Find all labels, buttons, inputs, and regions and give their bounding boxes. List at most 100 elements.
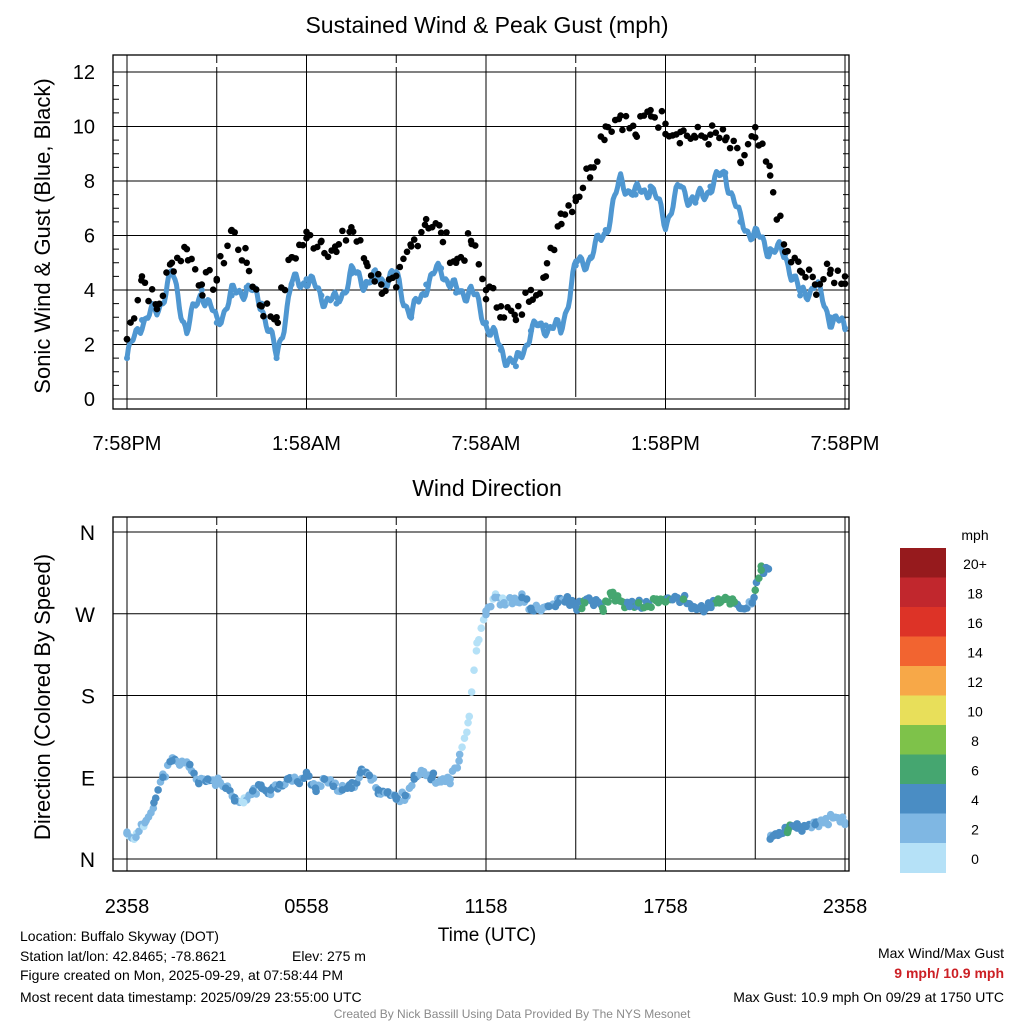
peak-gust-point bbox=[701, 134, 709, 141]
peak-gust-point bbox=[647, 106, 654, 114]
sustained-wind-point bbox=[423, 281, 430, 288]
direction-point bbox=[374, 786, 383, 794]
peak-gust-point bbox=[407, 243, 415, 250]
peak-gust-point bbox=[766, 162, 773, 170]
sustained-wind-point bbox=[602, 227, 609, 234]
peak-gust-point bbox=[608, 128, 615, 136]
peak-gust-point bbox=[586, 174, 594, 181]
direction-point bbox=[132, 833, 140, 841]
colorbar-title: mph bbox=[961, 527, 988, 543]
peak-gust-point bbox=[841, 280, 849, 288]
peak-gust-point bbox=[467, 237, 475, 245]
direction-point bbox=[356, 768, 365, 777]
direction-point bbox=[266, 786, 275, 794]
sustained-wind-point bbox=[483, 319, 489, 326]
bottom-chart-title: Wind Direction bbox=[412, 475, 562, 501]
top-ytick-label: 8 bbox=[84, 171, 95, 193]
peak-gust-point bbox=[281, 286, 289, 294]
direction-point bbox=[419, 769, 427, 778]
colorbar-label: 10 bbox=[967, 704, 983, 720]
bottom-ytick-label: N bbox=[80, 522, 95, 545]
direction-point bbox=[408, 781, 416, 790]
sustained-wind-point bbox=[183, 327, 190, 334]
peak-gust-point bbox=[263, 300, 271, 307]
peak-gust-point bbox=[602, 123, 609, 130]
top-ytick-label: 0 bbox=[84, 389, 95, 411]
direction-point bbox=[453, 764, 462, 772]
peak-gust-point bbox=[579, 184, 587, 192]
peak-gust-point bbox=[741, 151, 748, 159]
peak-gust-point bbox=[464, 229, 472, 237]
peak-gust-point bbox=[324, 253, 332, 261]
top-xtick-label: 7:58PM bbox=[811, 433, 880, 455]
direction-point bbox=[784, 826, 792, 834]
top-xtick-label: 1:58AM bbox=[272, 433, 341, 455]
direction-point bbox=[410, 775, 419, 783]
peak-gust-point bbox=[816, 280, 824, 288]
peak-gust-point bbox=[392, 272, 400, 280]
colorbar-segment bbox=[900, 754, 946, 785]
peak-gust-point bbox=[145, 297, 152, 305]
peak-gust-point bbox=[134, 296, 142, 304]
direction-point bbox=[616, 597, 625, 605]
sustained-wind-point bbox=[138, 316, 145, 323]
sustained-wind-point bbox=[124, 355, 130, 362]
peak-gust-point bbox=[159, 292, 167, 300]
peak-gust-point bbox=[452, 259, 460, 267]
direction-point bbox=[518, 593, 526, 602]
direction-point bbox=[580, 599, 589, 607]
direction-point bbox=[383, 788, 392, 797]
colorbar-segment bbox=[900, 636, 946, 667]
peak-gust-point bbox=[558, 220, 565, 228]
peak-gust-point bbox=[707, 131, 714, 138]
sustained-wind-point bbox=[677, 183, 684, 190]
peak-gust-point bbox=[716, 134, 723, 142]
bottom-chart-xlabel: Time (UTC) bbox=[438, 925, 537, 946]
peak-gust-point bbox=[568, 208, 576, 216]
colorbar-segment bbox=[900, 695, 946, 726]
peak-gust-point bbox=[357, 236, 364, 244]
peak-gust-point bbox=[677, 128, 684, 136]
direction-point bbox=[802, 822, 810, 831]
direction-point bbox=[293, 777, 302, 786]
peak-gust-point bbox=[795, 258, 802, 266]
direction-point bbox=[470, 666, 478, 675]
peak-gust-point bbox=[692, 134, 699, 141]
peak-gust-point bbox=[811, 281, 819, 288]
peak-gust-point bbox=[243, 259, 250, 267]
direction-point bbox=[661, 598, 670, 606]
peak-gust-point bbox=[217, 252, 224, 260]
direction-point bbox=[500, 599, 508, 607]
sustained-wind-point bbox=[453, 289, 460, 296]
peak-gust-point bbox=[422, 215, 430, 223]
peak-gust-point bbox=[662, 120, 669, 128]
peak-gust-point bbox=[834, 267, 842, 275]
direction-point bbox=[589, 597, 598, 605]
peak-gust-point bbox=[751, 134, 759, 141]
peak-gust-point bbox=[443, 229, 450, 236]
info-elevation: Elev: 275 m bbox=[292, 948, 366, 964]
sustained-wind-point bbox=[647, 183, 654, 190]
peak-gust-point bbox=[348, 224, 355, 231]
direction-point bbox=[577, 604, 586, 613]
peak-gust-point bbox=[518, 311, 526, 318]
peak-gust-point bbox=[694, 123, 702, 131]
direction-point bbox=[455, 757, 463, 765]
peak-gust-point bbox=[191, 265, 199, 273]
peak-gust-point bbox=[342, 237, 350, 244]
direction-point bbox=[706, 600, 715, 609]
top-chart-frame bbox=[112, 54, 850, 410]
peak-gust-point bbox=[339, 227, 346, 235]
peak-gust-point bbox=[220, 259, 228, 267]
bottom-xtick-label: 0558 bbox=[284, 896, 329, 918]
peak-gust-point bbox=[658, 107, 666, 115]
peak-gust-point bbox=[260, 312, 267, 320]
info-recent-timestamp: Most recent data timestamp: 2025/09/29 2… bbox=[20, 989, 362, 1005]
peak-gust-point bbox=[617, 112, 624, 119]
direction-point bbox=[598, 604, 607, 613]
peak-gust-point bbox=[188, 255, 195, 263]
sustained-wind-point bbox=[557, 327, 564, 334]
peak-gust-point bbox=[400, 255, 407, 263]
direction-point bbox=[512, 597, 520, 605]
bottom-ytick-label: N bbox=[80, 849, 95, 872]
